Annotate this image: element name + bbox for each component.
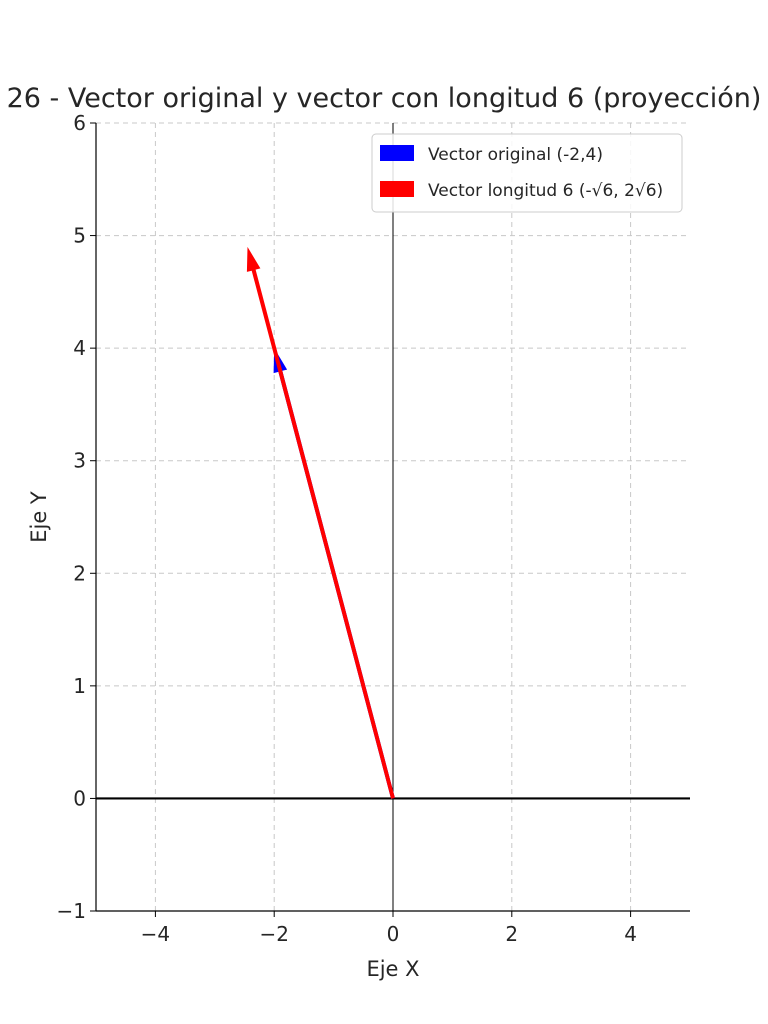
x-tick-label: 0	[387, 922, 400, 946]
legend: Vector original (-2,4) Vector longitud 6 …	[371, 133, 683, 213]
x-tick-label: −4	[141, 922, 170, 946]
legend-entry: Vector longitud 6 (-√6, 2√6)	[428, 181, 663, 201]
y-axis-label: Eje Y	[27, 491, 51, 543]
chart-title: 26 - Vector original y vector con longit…	[7, 83, 762, 114]
y-tick-label: 5	[73, 224, 86, 248]
x-tick-label: −2	[259, 922, 288, 946]
y-tick-label: 1	[73, 674, 86, 698]
y-tick-label: 0	[73, 786, 86, 810]
y-tick-label: −1	[57, 899, 86, 923]
y-tick-label: 6	[73, 111, 86, 135]
legend-box	[371, 133, 683, 213]
y-tick-label: 3	[73, 449, 86, 473]
tick-labels: −4 −2 0 2 4 −1 0 1 2 3 4 5 6	[57, 111, 637, 946]
vector-series	[246, 246, 395, 799]
axes	[95, 123, 690, 912]
y-tick-label: 4	[73, 336, 86, 360]
vector-length6-arrow	[246, 246, 395, 799]
legend-entry: Vector original (-2,4)	[428, 145, 603, 165]
legend-swatch	[380, 145, 414, 161]
y-tick-label: 2	[73, 561, 86, 585]
x-tick-label: 4	[624, 922, 637, 946]
x-axis-label: Eje X	[366, 957, 419, 981]
legend-swatch	[380, 181, 414, 197]
x-tick-label: 2	[505, 922, 518, 946]
